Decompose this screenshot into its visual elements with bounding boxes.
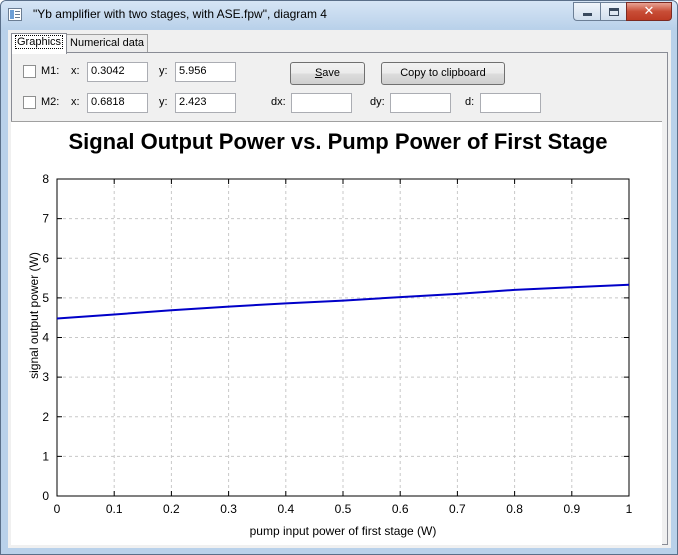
m1-y-field[interactable]: 5.956	[175, 62, 236, 82]
x-axis-label: pump input power of first stage (W)	[250, 524, 437, 538]
m2-y-label: y:	[159, 96, 168, 108]
tab-numerical-data[interactable]: Numerical data	[66, 34, 149, 53]
x-tick-label: 0.2	[163, 502, 180, 516]
y-axis-label: signal output power (W)	[27, 252, 41, 379]
x-tick-label: 0.9	[563, 502, 580, 516]
dx-field[interactable]	[291, 93, 352, 113]
x-tick-label: 0	[54, 502, 61, 516]
copy-to-clipboard-button[interactable]: Copy to clipboard	[381, 62, 505, 85]
m2-label: M2:	[41, 96, 60, 108]
save-button[interactable]: Save	[290, 62, 365, 85]
dy-field[interactable]	[390, 93, 451, 113]
maximize-button[interactable]	[600, 2, 626, 21]
x-tick-label: 0.8	[506, 502, 523, 516]
d-field[interactable]	[480, 93, 541, 113]
x-tick-label: 0.6	[392, 502, 409, 516]
y-tick-label: 1	[42, 449, 49, 463]
x-tick-label: 1	[626, 502, 633, 516]
title-bar[interactable]: "Yb amplifier with two stages, with ASE.…	[1, 1, 677, 29]
close-icon: ✕	[643, 4, 655, 19]
tab-graphics-label: Graphics	[15, 35, 64, 49]
y-tick-label: 2	[42, 410, 49, 424]
m1-label: M1:	[41, 65, 60, 77]
signal-output-power-chart: Signal Output Power vs. Pump Power of Fi…	[27, 129, 633, 538]
chart-title: Signal Output Power vs. Pump Power of Fi…	[68, 129, 607, 154]
app-icon[interactable]	[8, 8, 22, 21]
x-tick-label: 0.4	[277, 502, 294, 516]
client-area: Graphics Numerical data M1: x: 0.3042 y:…	[8, 30, 671, 548]
plot-area[interactable]: Signal Output Power vs. Pump Power of Fi…	[11, 121, 662, 545]
tab-graphics[interactable]: Graphics	[11, 33, 68, 54]
tab-numerical-data-label: Numerical data	[70, 37, 145, 49]
m2-y-field[interactable]: 2.423	[175, 93, 236, 113]
x-tick-label: 0.5	[335, 502, 352, 516]
copy-button-label: Copy to clipboard	[400, 67, 486, 79]
x-tick-label: 0.3	[220, 502, 237, 516]
dy-label: dy:	[370, 96, 385, 108]
y-tick-label: 6	[42, 251, 49, 265]
maximize-icon	[608, 7, 619, 16]
minimize-icon	[582, 13, 592, 16]
dx-label: dx:	[271, 96, 286, 108]
series-line	[56, 283, 630, 320]
x-tick-label: 0.7	[449, 502, 466, 516]
m1-x-field[interactable]: 0.3042	[87, 62, 148, 82]
y-tick-label: 7	[42, 212, 49, 226]
close-button[interactable]: ✕	[626, 2, 672, 21]
y-tick-label: 8	[42, 172, 49, 186]
m1-checkbox[interactable]	[23, 65, 36, 78]
save-button-label: ave	[322, 67, 341, 79]
tab-strip: Graphics Numerical data	[11, 33, 149, 54]
caption-buttons: ✕	[573, 2, 672, 21]
y-tick-label: 5	[42, 291, 49, 305]
m2-x-label: x:	[71, 96, 80, 108]
m2-x-field[interactable]: 0.6818	[87, 93, 148, 113]
x-tick-label: 0.1	[106, 502, 123, 516]
d-label: d:	[465, 96, 475, 108]
y-tick-label: 4	[42, 331, 49, 345]
window-title: "Yb amplifier with two stages, with ASE.…	[33, 7, 327, 21]
minimize-button[interactable]	[573, 2, 600, 21]
m2-checkbox[interactable]	[23, 96, 36, 109]
m1-y-label: y:	[159, 65, 168, 77]
m1-x-label: x:	[71, 65, 80, 77]
save-button-mnemonic: S	[314, 67, 323, 79]
y-tick-label: 0	[42, 489, 49, 503]
y-tick-label: 3	[42, 370, 49, 384]
